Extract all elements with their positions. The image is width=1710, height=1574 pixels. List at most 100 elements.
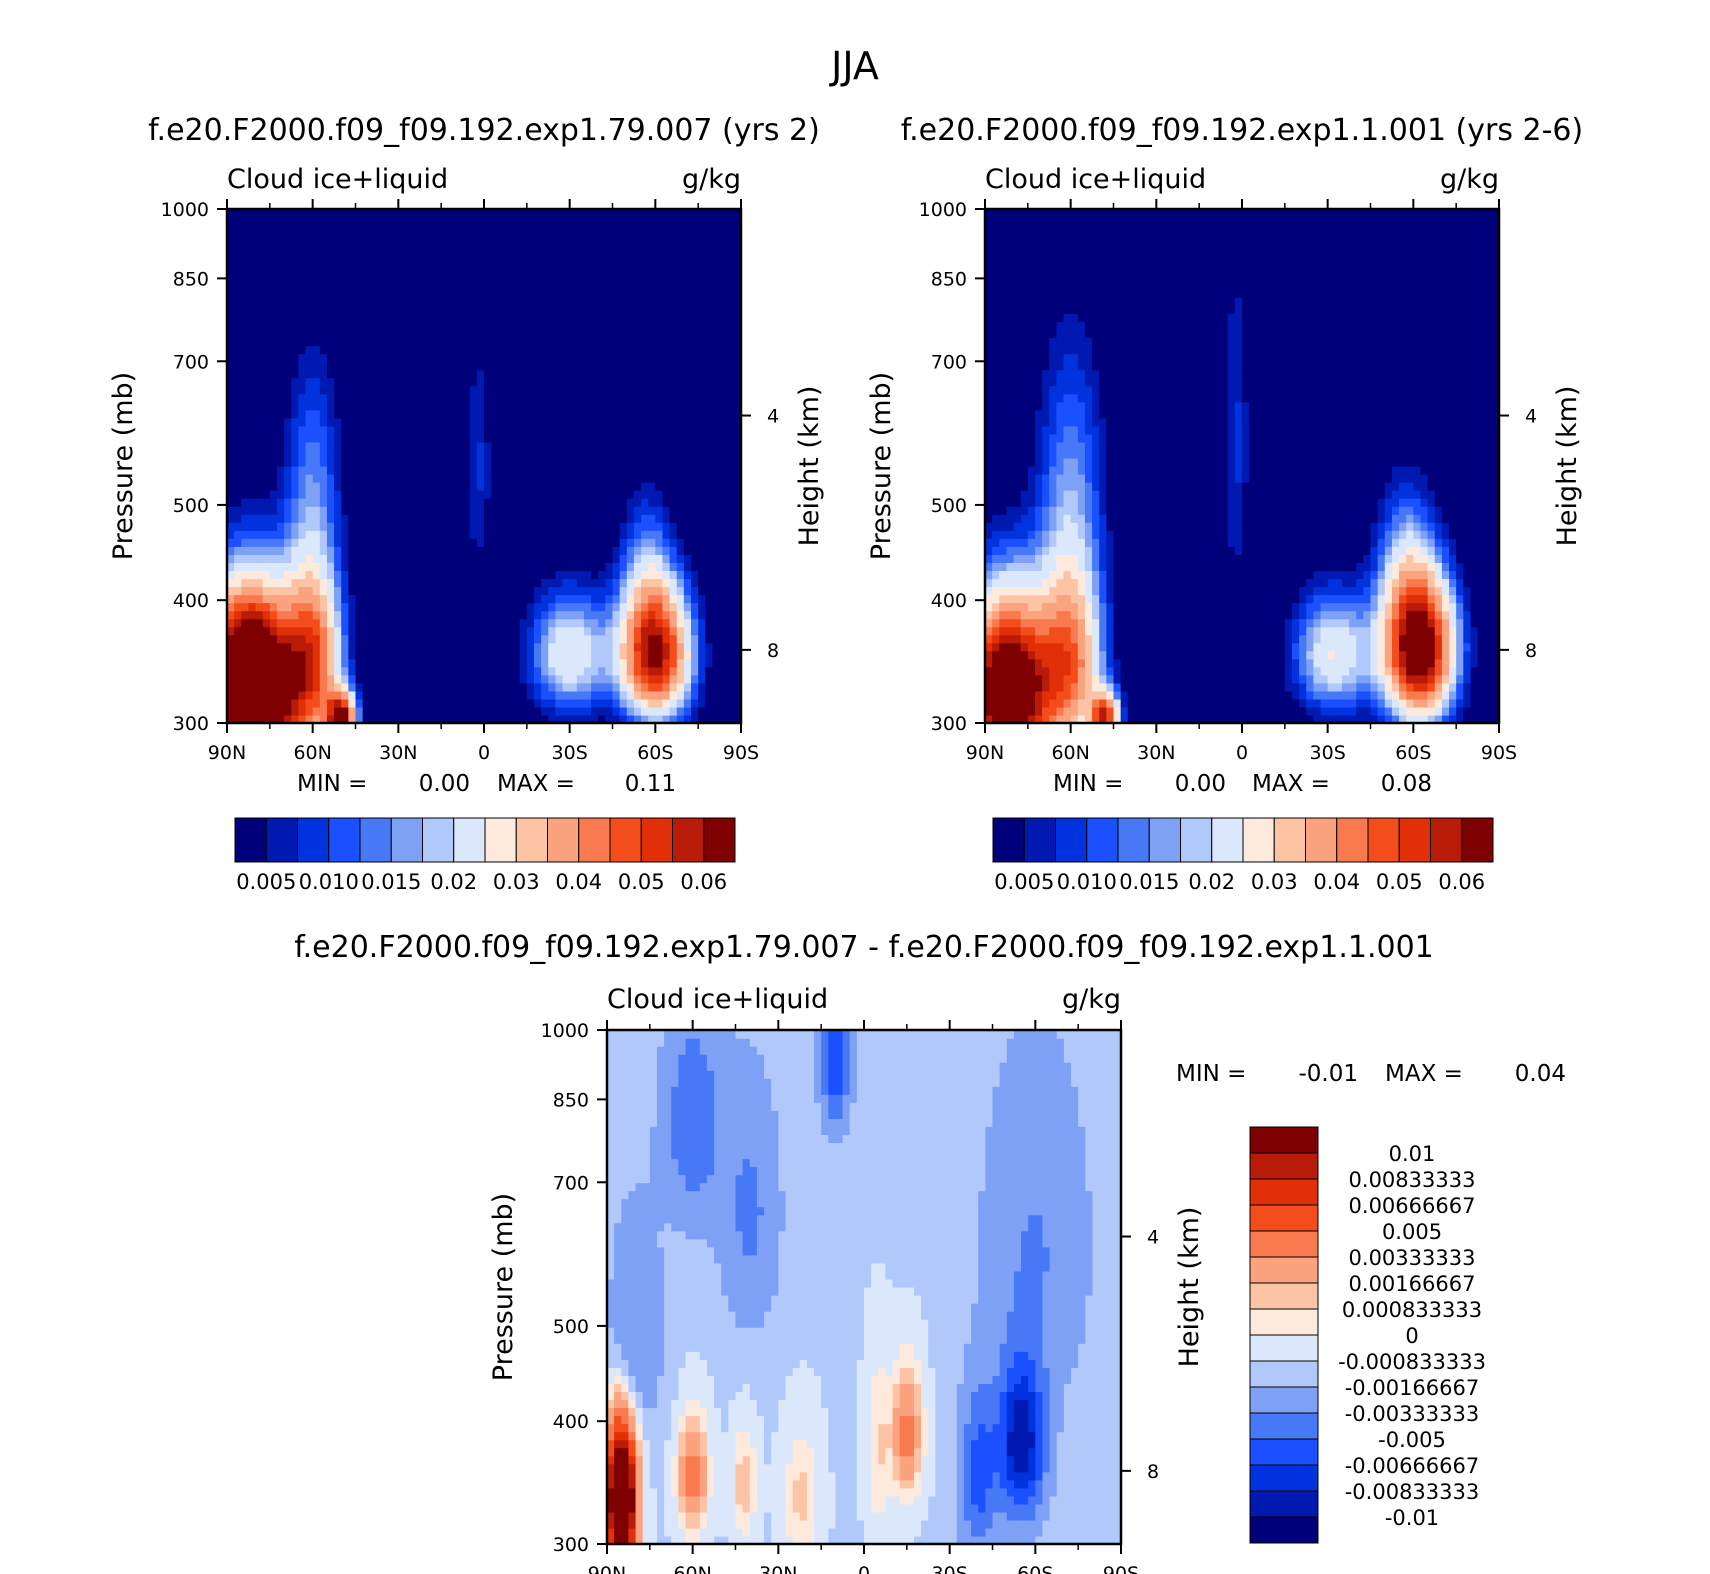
field-cell: [384, 642, 392, 652]
field-cell: [498, 562, 507, 572]
field-cell: [1349, 706, 1357, 716]
field-cell: [369, 409, 378, 419]
field-cell: [533, 265, 542, 274]
field-cell: [605, 361, 614, 371]
field-cell: [341, 522, 349, 531]
field-cell: [284, 490, 292, 499]
field-cell: [319, 522, 328, 531]
field-cell: [512, 610, 521, 620]
field-cell: [484, 690, 492, 700]
field-cell: [548, 650, 556, 660]
field-cell: [469, 650, 478, 660]
field-cell: [284, 706, 292, 716]
field-cell: [227, 425, 235, 435]
field-cell: [583, 666, 592, 676]
field-cell: [455, 666, 464, 676]
field-cell: [683, 377, 692, 387]
field-cell: [655, 698, 664, 708]
field-cell: [676, 313, 685, 323]
field-cell: [605, 482, 614, 491]
field-cell: [569, 273, 578, 282]
field-cell: [419, 490, 428, 499]
field-cell: [683, 650, 692, 660]
field-cell: [733, 321, 741, 331]
field-cell: [348, 658, 357, 668]
field-cell: [598, 417, 606, 427]
field-cell: [234, 249, 242, 258]
field-cell: [1370, 698, 1379, 708]
field-cell: [683, 626, 692, 636]
field-cell: [676, 634, 685, 644]
field-cell: [276, 241, 285, 250]
field-cell: [455, 554, 464, 563]
field-cell: [476, 249, 485, 258]
field-cell: [362, 586, 371, 596]
field-cell: [319, 249, 328, 258]
field-cell: [1434, 690, 1443, 700]
field-cell: [526, 241, 535, 250]
field-cell: [719, 265, 728, 274]
field-cell: [569, 626, 578, 636]
field-cell: [655, 401, 664, 411]
field-cell: [705, 273, 714, 282]
field-cell: [391, 385, 399, 395]
field-cell: [712, 642, 721, 652]
field-cell: [612, 361, 621, 371]
field-cell: [248, 474, 257, 483]
field-cell: [1034, 682, 1043, 692]
field-cell: [733, 401, 741, 411]
field-cell: [441, 682, 449, 692]
field-cell: [992, 706, 1000, 716]
field-cell: [569, 666, 578, 676]
field-cell: [462, 313, 471, 323]
field-cell: [398, 233, 407, 242]
field-cell: [669, 433, 678, 443]
field-cell: [491, 698, 499, 708]
field-cell: [405, 233, 414, 242]
field-cell: [476, 658, 485, 668]
field-cell: [591, 409, 599, 419]
field-cell: [641, 666, 649, 676]
field-cell: [348, 682, 357, 692]
field-cell: [376, 578, 385, 588]
field-cell: [683, 466, 692, 475]
field-cell: [248, 690, 257, 700]
field-cell: [992, 682, 1000, 692]
field-cell: [626, 449, 635, 459]
field-cell: [248, 642, 257, 652]
field-cell: [484, 385, 492, 395]
field-cell: [512, 249, 521, 258]
field-cell: [619, 530, 628, 539]
field-cell: [669, 690, 678, 700]
field-cell: [255, 313, 264, 323]
field-cell: [519, 417, 528, 427]
field-cell: [619, 514, 628, 523]
field-cell: [1099, 698, 1107, 708]
field-cell: [576, 650, 585, 660]
field-cell: [462, 353, 471, 363]
field-cell: [548, 634, 556, 644]
field-cell: [448, 433, 457, 443]
field-cell: [648, 594, 656, 604]
field-cell: [591, 353, 599, 363]
field-cell: [519, 482, 528, 491]
field-cell: [305, 466, 314, 475]
field-cell: [512, 642, 521, 652]
field-cell: [662, 594, 671, 604]
field-cell: [305, 682, 314, 692]
field-cell: [491, 385, 499, 395]
field-cell: [733, 225, 741, 234]
field-cell: [1456, 698, 1464, 708]
field-cell: [569, 265, 578, 274]
field-cell: [733, 530, 741, 539]
field-cell: [519, 433, 528, 443]
field-cell: [526, 457, 535, 467]
field-cell: [398, 249, 407, 258]
field-cell: [498, 634, 507, 644]
field-cell: [598, 297, 606, 306]
field-cell: [426, 570, 435, 580]
field-cell: [298, 409, 307, 419]
field-cell: [698, 586, 706, 596]
field-cell: [319, 305, 328, 315]
field-cell: [441, 409, 449, 419]
